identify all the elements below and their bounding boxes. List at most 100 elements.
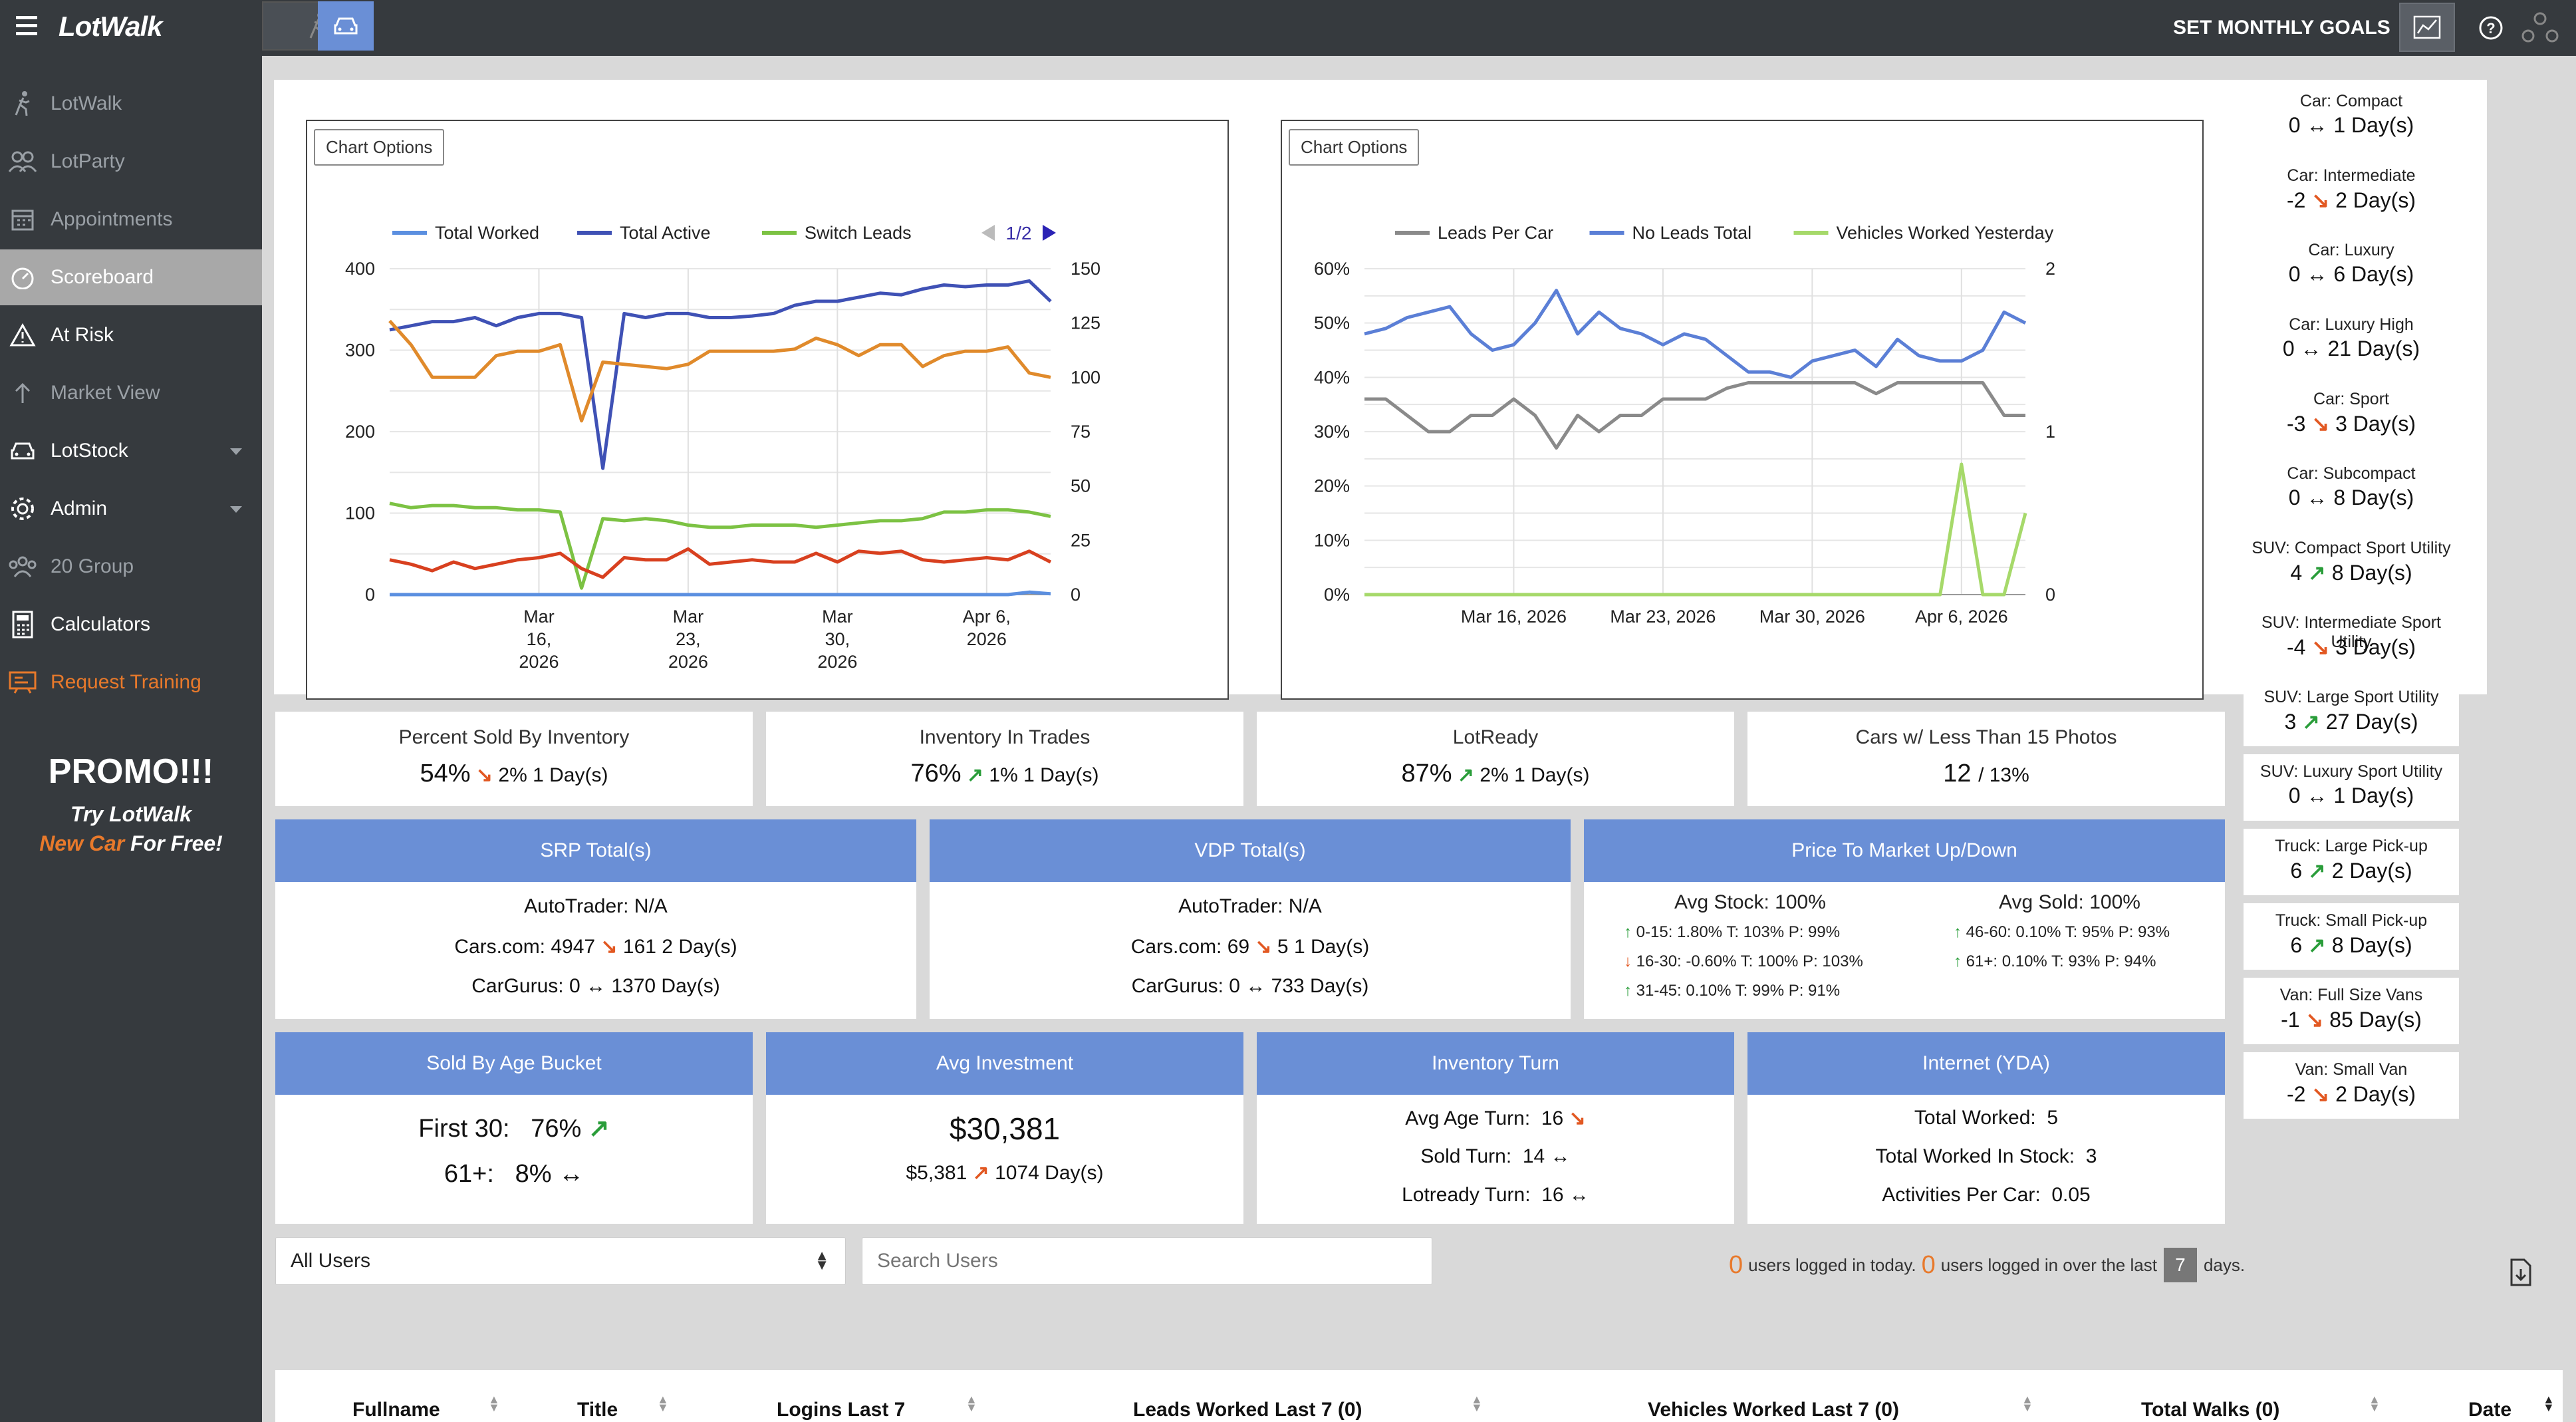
in-stock-label: Total Worked In Stock: <box>1875 1145 2075 1167</box>
internet-in-stock: Total Worked In Stock: 3 <box>1747 1145 2225 1168</box>
y-tick-label-left: 200 <box>345 422 375 442</box>
sidebar-item-request-training[interactable]: Request Training <box>0 654 262 710</box>
apc-value: 0.05 <box>2051 1184 2091 1206</box>
avg-investment-card: Avg Investment $30,381 $5,381 ↗ 1074 Day… <box>766 1032 1243 1224</box>
sidebar-item-lotwalk[interactable]: LotWalk <box>0 76 262 132</box>
users-table-header <box>275 1370 2563 1422</box>
investment-title: Avg Investment <box>766 1032 1243 1095</box>
trend-down-icon: ↘ <box>2305 188 2336 212</box>
segment-card: Van: Full Size Vans -1 ↘ 85 Day(s) <box>2244 978 2459 1044</box>
vdp-cargurus-delta: 733 Day(s) <box>1271 975 1369 997</box>
turn-title: Inventory Turn <box>1257 1032 1734 1095</box>
app-logo[interactable]: LotWalk <box>59 11 163 42</box>
trend-down-icon: ↘ <box>470 764 499 786</box>
y-tick-label-right: 0 <box>1071 585 1081 605</box>
promo-line2[interactable]: New Car For Free! <box>0 831 262 856</box>
column-header[interactable]: Date <box>2468 1399 2512 1421</box>
segment-days: 3 Day(s) <box>2335 412 2416 436</box>
y-tick-label-right: 100 <box>1071 367 1100 387</box>
price-to-market-card: Price To Market Up/Down Avg Stock: 100% … <box>1584 819 2225 1019</box>
search-users-input[interactable] <box>862 1237 1432 1285</box>
segment-days: 1 Day(s) <box>2333 113 2414 137</box>
today-count: 0 <box>1729 1250 1743 1279</box>
y-tick-label-left: 0% <box>1324 585 1350 605</box>
sidebar-item-lotparty[interactable]: LotParty <box>0 134 262 190</box>
sidebar-item-at-risk[interactable]: At Risk <box>0 307 262 363</box>
stat-delta: 2% 1 Day(s) <box>1480 764 1590 786</box>
sort-icon[interactable]: ▲ ▼ <box>2021 1393 2033 1414</box>
chevron-down-icon <box>230 448 242 455</box>
chart-toggle-button[interactable] <box>2399 3 2455 52</box>
sidebar-item-market-view[interactable]: Market View <box>0 365 262 421</box>
column-header[interactable]: Fullname <box>352 1399 440 1421</box>
days-text: days. <box>2203 1254 2246 1275</box>
sort-icon[interactable]: ▲ ▼ <box>2369 1393 2381 1414</box>
sort-icon[interactable]: ▲ ▼ <box>2543 1393 2555 1414</box>
car-mode-button[interactable] <box>318 1 374 51</box>
sort-icon[interactable]: ▲ ▼ <box>966 1393 977 1414</box>
stat-card: Inventory In Trades 76% ↗ 1% 1 Day(s) <box>766 712 1243 806</box>
sidebar-item-admin[interactable]: Admin <box>0 481 262 537</box>
x-tick-label: Mar <box>673 607 704 627</box>
segment-title: Car: Subcompact <box>2287 464 2416 483</box>
series-line <box>1364 462 2027 597</box>
set-monthly-goals-button[interactable]: SET MONTHLY GOALS <box>2173 17 2390 39</box>
srp-totals-card: SRP Total(s) AutoTrader: N/A Cars.com: 4… <box>275 819 916 1019</box>
sidebar-item-lotstock[interactable]: LotStock <box>0 423 262 479</box>
users-icon <box>8 147 37 176</box>
promo-line1[interactable]: Try LotWalk <box>70 802 192 826</box>
y-tick-label-right: 1 <box>2045 422 2055 442</box>
stat-value-row: 76% ↗ 1% 1 Day(s) <box>766 760 1243 788</box>
sidebar-item-label: Admin <box>51 498 108 519</box>
vdp-autotrader: AutoTrader: N/A <box>1178 895 1322 917</box>
sidebar-item-calculators[interactable]: Calculators <box>0 597 262 652</box>
ptm-row: ↑ 46-60: 0.10% T: 95% P: 93% <box>1954 923 2170 942</box>
help-icon[interactable]: ? <box>2478 15 2504 41</box>
chart-options-button[interactable]: Chart Options <box>1289 129 1420 166</box>
segment-card: Truck: Large Pick-up 6 ↗ 2 Day(s) <box>2244 829 2459 895</box>
column-header[interactable]: Leads Worked Last 7 (0) <box>1133 1399 1362 1421</box>
sort-icon[interactable]: ▲ ▼ <box>1471 1393 1483 1414</box>
sidebar-item-appointments[interactable]: Appointments <box>0 192 262 247</box>
arrow-up-icon: ↑ <box>1624 923 1636 941</box>
chart-options-button[interactable]: Chart Options <box>314 129 445 166</box>
arrow-up-icon: ↑ <box>1954 923 1966 941</box>
ptm-row-text: 16-30: -0.60% T: 100% P: 103% <box>1636 952 1863 970</box>
segment-days: 6 Day(s) <box>2333 262 2414 286</box>
investment-delta: 1074 Day(s) <box>995 1162 1104 1184</box>
export-icon[interactable] <box>2510 1258 2532 1286</box>
segment-card: SUV: Large Sport Utility 3 ↗ 27 Day(s) <box>2244 680 2459 746</box>
sort-icon[interactable]: ▲ ▼ <box>488 1393 500 1414</box>
y-tick-label-left: 10% <box>1314 530 1350 550</box>
sidebar-item-20-group[interactable]: 20 Group <box>0 539 262 595</box>
stat-card: Cars w/ Less Than 15 Photos 12 / 13% <box>1747 712 2225 806</box>
car-icon <box>8 436 37 466</box>
segment-title: SUV: Luxury Sport Utility <box>2259 762 2443 781</box>
network-icon[interactable] <box>2520 12 2560 44</box>
gear-icon <box>8 494 37 523</box>
stat-title: Percent Sold By Inventory <box>398 726 630 748</box>
x-tick-label: 2026 <box>519 652 559 672</box>
menu-icon[interactable] <box>16 16 37 39</box>
first30-label: First 30: <box>418 1115 510 1143</box>
segment-title: Truck: Small Pick-up <box>2275 911 2428 930</box>
legend-page-indicator: 1/2 <box>1006 223 1032 243</box>
sort-icon[interactable]: ▲ ▼ <box>657 1393 669 1414</box>
column-header[interactable]: Total Walks (0) <box>2141 1399 2280 1421</box>
login-summary: 0 users logged in today. 0 users logged … <box>1729 1248 2245 1282</box>
sidebar-item-scoreboard[interactable]: Scoreboard <box>0 249 262 305</box>
users-select[interactable]: All Users ▲ ▼ <box>275 1237 846 1285</box>
stat-card: LotReady 87% ↗ 2% 1 Day(s) <box>1257 712 1734 806</box>
over-text: users logged in over the last <box>1940 1254 2157 1275</box>
y-tick-label-right: 50 <box>1071 476 1091 496</box>
days-input[interactable]: 7 <box>2163 1248 2197 1282</box>
series-line <box>390 590 1051 597</box>
column-header[interactable]: Title <box>577 1399 618 1421</box>
trend-down-icon: ↘ <box>2305 412 2336 436</box>
over-count: 0 <box>1921 1250 1936 1279</box>
column-header[interactable]: Vehicles Worked Last 7 (0) <box>1648 1399 1899 1421</box>
sidebar-item-label: Request Training <box>51 671 201 693</box>
column-header[interactable]: Logins Last 7 <box>777 1399 906 1421</box>
car-icon <box>334 17 358 35</box>
age-title: Sold By Age Bucket <box>275 1032 753 1095</box>
